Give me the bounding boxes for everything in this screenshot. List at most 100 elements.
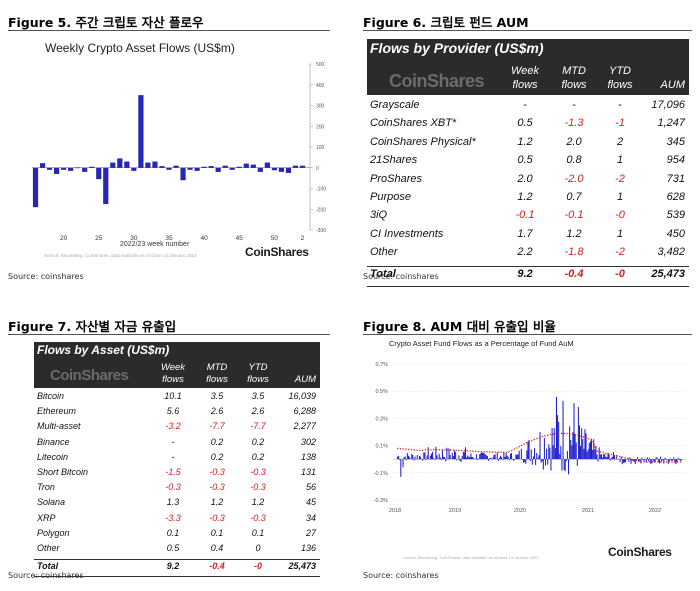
flow-bar xyxy=(222,165,228,168)
cell-mtd: -0.4 xyxy=(564,267,584,280)
flow-pct-bar xyxy=(523,459,525,463)
flow-pct-bar xyxy=(517,454,519,460)
flow-bar xyxy=(257,167,263,172)
flow-pct-bar xyxy=(573,403,575,460)
flow-pct-bar xyxy=(654,459,656,462)
total-divider xyxy=(367,265,689,267)
flow-pct-bar xyxy=(471,456,473,460)
flow-pct-bar xyxy=(621,459,623,465)
flow-pct-bar xyxy=(543,437,545,460)
flow-pct-bar xyxy=(629,457,631,460)
cell-mtd: -1.8 xyxy=(564,246,584,259)
flows-by-provider-table: Flows by Provider (US$m) CoinShares Week… xyxy=(367,39,689,291)
flow-pct-bar xyxy=(423,452,425,460)
flow-pct-bar xyxy=(646,457,648,460)
cell-ytd: -7.7 xyxy=(250,421,266,432)
flow-pct-bar xyxy=(633,459,635,462)
flow-pct-bar xyxy=(467,455,469,460)
coinshares-logo: CoinShares xyxy=(608,545,672,559)
flow-pct-bar xyxy=(584,429,586,460)
flow-pct-bar xyxy=(424,452,426,460)
flow-pct-bar xyxy=(540,459,542,463)
cell-mtd: 0.7 xyxy=(566,191,582,203)
flow-pct-bar xyxy=(661,459,663,462)
flow-pct-bar xyxy=(441,450,443,460)
cell-aum: 954 xyxy=(666,154,685,167)
flow-bar xyxy=(110,162,116,168)
column-header-aum: AUM xyxy=(294,374,316,385)
flow-pct-bar xyxy=(576,459,578,466)
cell-aum: 302 xyxy=(300,436,316,447)
column-header-mtd: MTD flows xyxy=(561,65,587,91)
cell-ytd: 2.6 xyxy=(251,406,265,417)
table-bottom-rule xyxy=(367,286,689,287)
flow-pct-bar xyxy=(557,415,559,460)
table-row: Purpose 1.2 0.7 1 628 xyxy=(367,191,689,209)
cell-ytd: -1 xyxy=(615,117,625,130)
flow-pct-bar xyxy=(565,459,567,462)
table-row: CI Investments 1.7 1.2 1 450 xyxy=(367,228,689,246)
flow-pct-bar xyxy=(468,456,470,460)
flow-pct-bar xyxy=(669,458,671,460)
flow-pct-bar xyxy=(671,459,673,461)
flow-pct-bar xyxy=(455,452,457,460)
flow-pct-bar xyxy=(482,452,484,460)
y-tick-label: -300 xyxy=(316,228,326,234)
flow-pct-bar xyxy=(572,432,574,460)
row-name: Tron xyxy=(37,482,55,493)
fig8-title: Figure 8. AUM 대비 유출입 비율 xyxy=(363,319,556,334)
flow-pct-bar xyxy=(578,425,581,460)
flow-pct-bar xyxy=(665,459,667,461)
flow-pct-bar xyxy=(560,446,562,460)
cell-aum: 56 xyxy=(305,482,316,493)
cell-ytd: -0.3 xyxy=(250,482,266,493)
cell-week: 0.1 xyxy=(166,527,180,538)
y-tick-label: -100 xyxy=(316,187,326,193)
flow-pct-bar xyxy=(503,452,505,460)
flow-pct-bar xyxy=(650,459,652,464)
cell-mtd: -0.3 xyxy=(209,482,225,493)
flow-pct-bar xyxy=(402,459,404,468)
total-divider xyxy=(34,559,320,561)
flow-pct-bar xyxy=(599,454,601,460)
y-tick-label: -0.3% xyxy=(374,498,388,504)
cell-aum: 17,096 xyxy=(651,99,685,111)
flow-pct-bar xyxy=(446,447,448,460)
flow-pct-bar xyxy=(458,455,460,460)
flow-pct-bar xyxy=(549,447,551,460)
y-tick-label: 0 xyxy=(316,166,319,172)
flow-pct-bar xyxy=(498,457,500,460)
flow-pct-bar xyxy=(571,445,573,460)
flow-pct-bar xyxy=(406,453,408,460)
flow-pct-bar xyxy=(535,459,537,466)
cell-mtd: 3.5 xyxy=(210,391,224,401)
table-total-row: Total 9.2 -0.4 -0 25,473 xyxy=(34,561,320,576)
flow-pct-bar xyxy=(534,448,536,460)
flow-pct-bar xyxy=(427,447,429,460)
cell-mtd: -0.1 xyxy=(564,209,584,222)
flow-pct-bar xyxy=(582,439,584,460)
flow-pct-bar xyxy=(411,453,413,460)
flow-pct-bar xyxy=(405,459,407,461)
flow-pct-bar xyxy=(642,459,644,461)
flow-pct-bar xyxy=(462,451,464,460)
flow-pct-bar xyxy=(628,459,630,462)
flow-pct-bar xyxy=(529,459,531,462)
fig5-chart-title: Weekly Crypto Asset Flows (US$m) xyxy=(45,41,235,55)
flow-bar xyxy=(215,167,221,172)
cell-aum: 3,482 xyxy=(657,246,685,259)
cell-ytd: -0 xyxy=(615,267,625,280)
flow-pct-bar xyxy=(444,456,446,460)
x-tick-label: 2021 xyxy=(582,508,594,514)
flows-pct-aum-chart: -0.3% -0.1% 0.1% 0.3% 0.5% 0.7% 2018 2019 2020 20… xyxy=(374,362,686,514)
flow-pct-bar xyxy=(637,457,639,460)
cell-mtd: -0.3 xyxy=(209,467,225,477)
flow-bar xyxy=(180,167,186,181)
fig7-title-rule xyxy=(8,334,330,335)
flow-pct-bar xyxy=(657,459,659,463)
flow-pct-bar xyxy=(574,433,576,460)
row-name: Bitcoin xyxy=(37,391,65,401)
cell-ytd: -0 xyxy=(253,561,262,572)
flow-pct-bar xyxy=(555,396,557,460)
flow-pct-bar xyxy=(630,459,632,464)
